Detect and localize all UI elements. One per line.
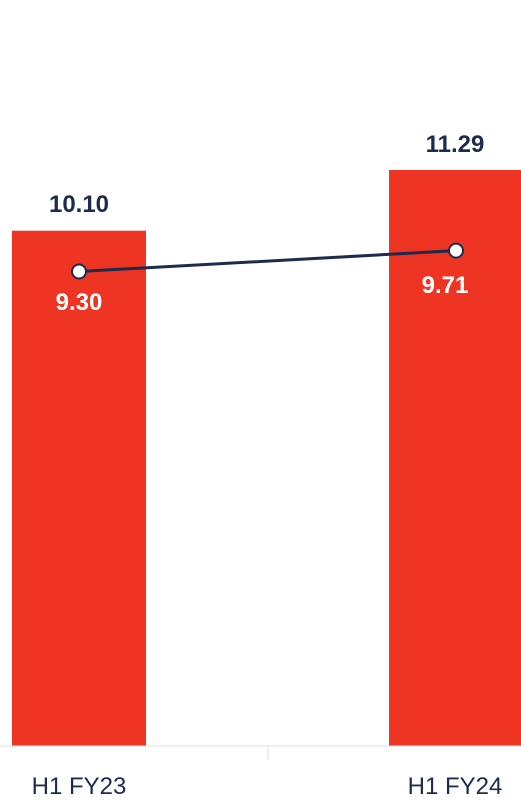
bar [389, 170, 521, 746]
bar [12, 230, 146, 746]
line-value-label: 9.30 [56, 289, 103, 316]
line-series [71, 242, 464, 280]
bar-value-label: 10.10 [49, 191, 109, 218]
line-point [71, 263, 87, 280]
bar-value-label: 11.29 [426, 131, 485, 158]
bar-series [12, 170, 521, 746]
line-path [78, 249, 457, 274]
line-value-label: 9.71 [422, 272, 469, 299]
x-tick-label: H1 FY24 [408, 773, 503, 800]
line-point [448, 242, 464, 259]
x-tick-label: H1 FY23 [32, 773, 127, 800]
